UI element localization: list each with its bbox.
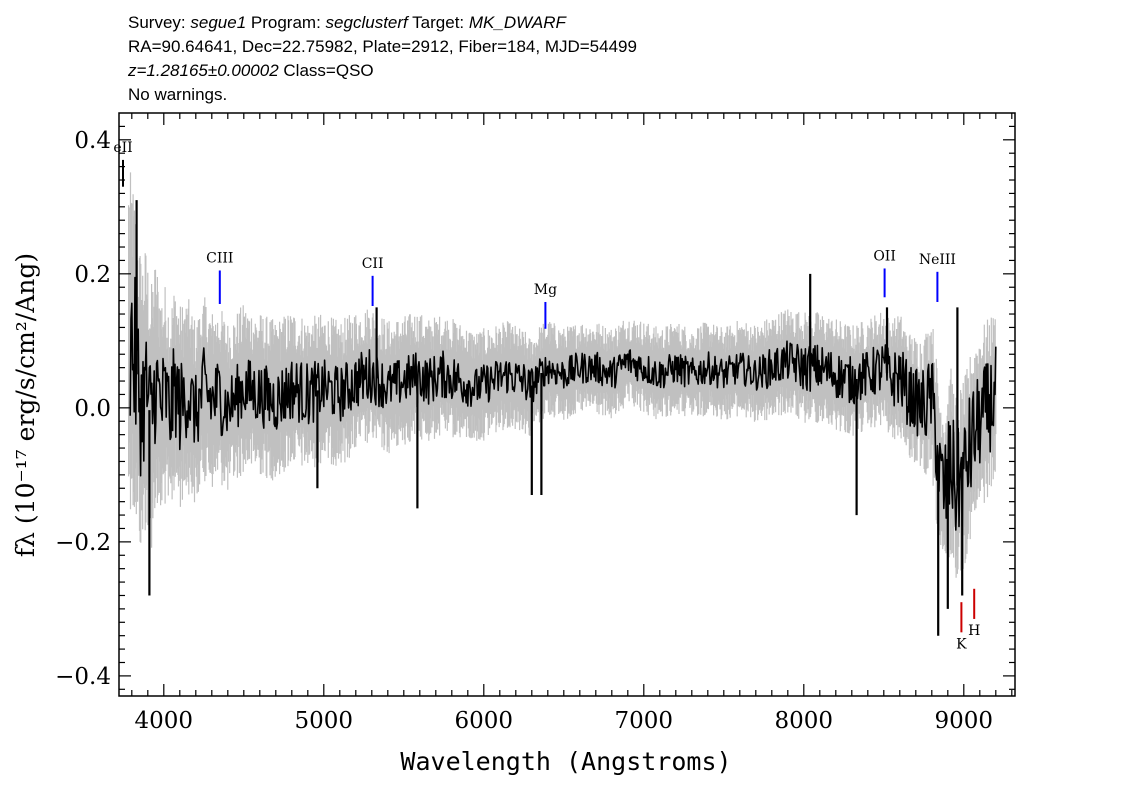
line-marker: CII: [362, 256, 384, 306]
line-marker-label: NeIII: [919, 252, 956, 268]
class-value: Class=QSO: [283, 61, 374, 80]
y-tick-label: 0.2: [74, 262, 111, 288]
y-axis-label: fλ (10⁻¹⁷ erg/s/cm²/Ang): [11, 253, 40, 557]
target-label: Target:: [412, 13, 465, 32]
x-tick-label: 4000: [135, 708, 194, 734]
x-tick-label: 8000: [775, 708, 834, 734]
x-tick-label: 7000: [615, 708, 674, 734]
line-marker: K: [956, 602, 967, 652]
x-tick-label: 5000: [295, 708, 354, 734]
line-marker: OII: [873, 248, 896, 298]
y-tick-label: −0.2: [55, 530, 111, 556]
line-marker: H: [968, 588, 980, 639]
line-marker-label: OII: [873, 248, 896, 264]
x-axis-ticks: 4000 5000 6000 7000 8000 9000: [131, 113, 1013, 734]
line-marker-label: eII: [113, 140, 132, 156]
spectrum-header: Survey: segue1 Program: segclusterf Targ…: [128, 11, 1028, 107]
y-tick-label: −0.4: [55, 664, 111, 690]
line-marker: eII: [113, 140, 133, 187]
line-annotations: eII CIII CII Mg OII NeIII KH: [113, 140, 980, 652]
line-marker: CIII: [206, 250, 233, 304]
y-tick-label: 0.4: [74, 128, 111, 154]
survey-label: Survey:: [128, 13, 186, 32]
survey-value: segue1: [190, 13, 247, 32]
line-marker-label: CII: [362, 256, 384, 272]
line-marker-label: CIII: [206, 250, 233, 266]
header-line-warnings: No warnings.: [128, 85, 228, 104]
plot-frame: [118, 112, 1016, 697]
header-line-redshift: z=1.28165±0.00002 Class=QSO: [128, 59, 1028, 83]
program-value: segclusterf: [325, 13, 408, 32]
line-marker: Mg: [534, 282, 557, 329]
redshift-value: z=1.28165±0.00002: [128, 61, 279, 80]
x-tick-label: 6000: [455, 708, 514, 734]
flux-line: [129, 276, 997, 531]
header-line-survey: Survey: segue1 Program: segclusterf Targ…: [128, 11, 1028, 35]
program-label: Program:: [250, 13, 321, 32]
line-marker-label: Mg: [534, 282, 557, 298]
line-marker: NeIII: [919, 252, 956, 302]
flux-series: [129, 200, 997, 636]
x-tick-label: 9000: [935, 708, 994, 734]
y-tick-label: 0.0: [74, 396, 111, 422]
x-axis-label: Wavelength (Angstroms): [400, 747, 731, 776]
y-axis-ticks: 0.4 0.2 0.0 −0.2 −0.4: [55, 125, 1015, 690]
target-value: MK_DWARF: [468, 13, 566, 32]
line-marker-label: K: [956, 636, 967, 652]
header-line-coordinates: RA=90.64641, Dec=22.75982, Plate=2912, F…: [128, 37, 637, 56]
line-marker-label: H: [968, 623, 980, 639]
